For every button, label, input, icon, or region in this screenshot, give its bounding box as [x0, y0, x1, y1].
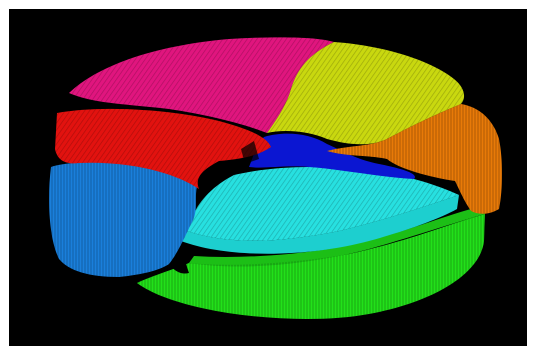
segmented-cylinder-render — [49, 37, 502, 320]
region-blue-center — [249, 133, 415, 179]
render-viewport — [9, 9, 527, 346]
region-green-top — [189, 207, 485, 267]
region-cyan-side — [181, 195, 459, 254]
